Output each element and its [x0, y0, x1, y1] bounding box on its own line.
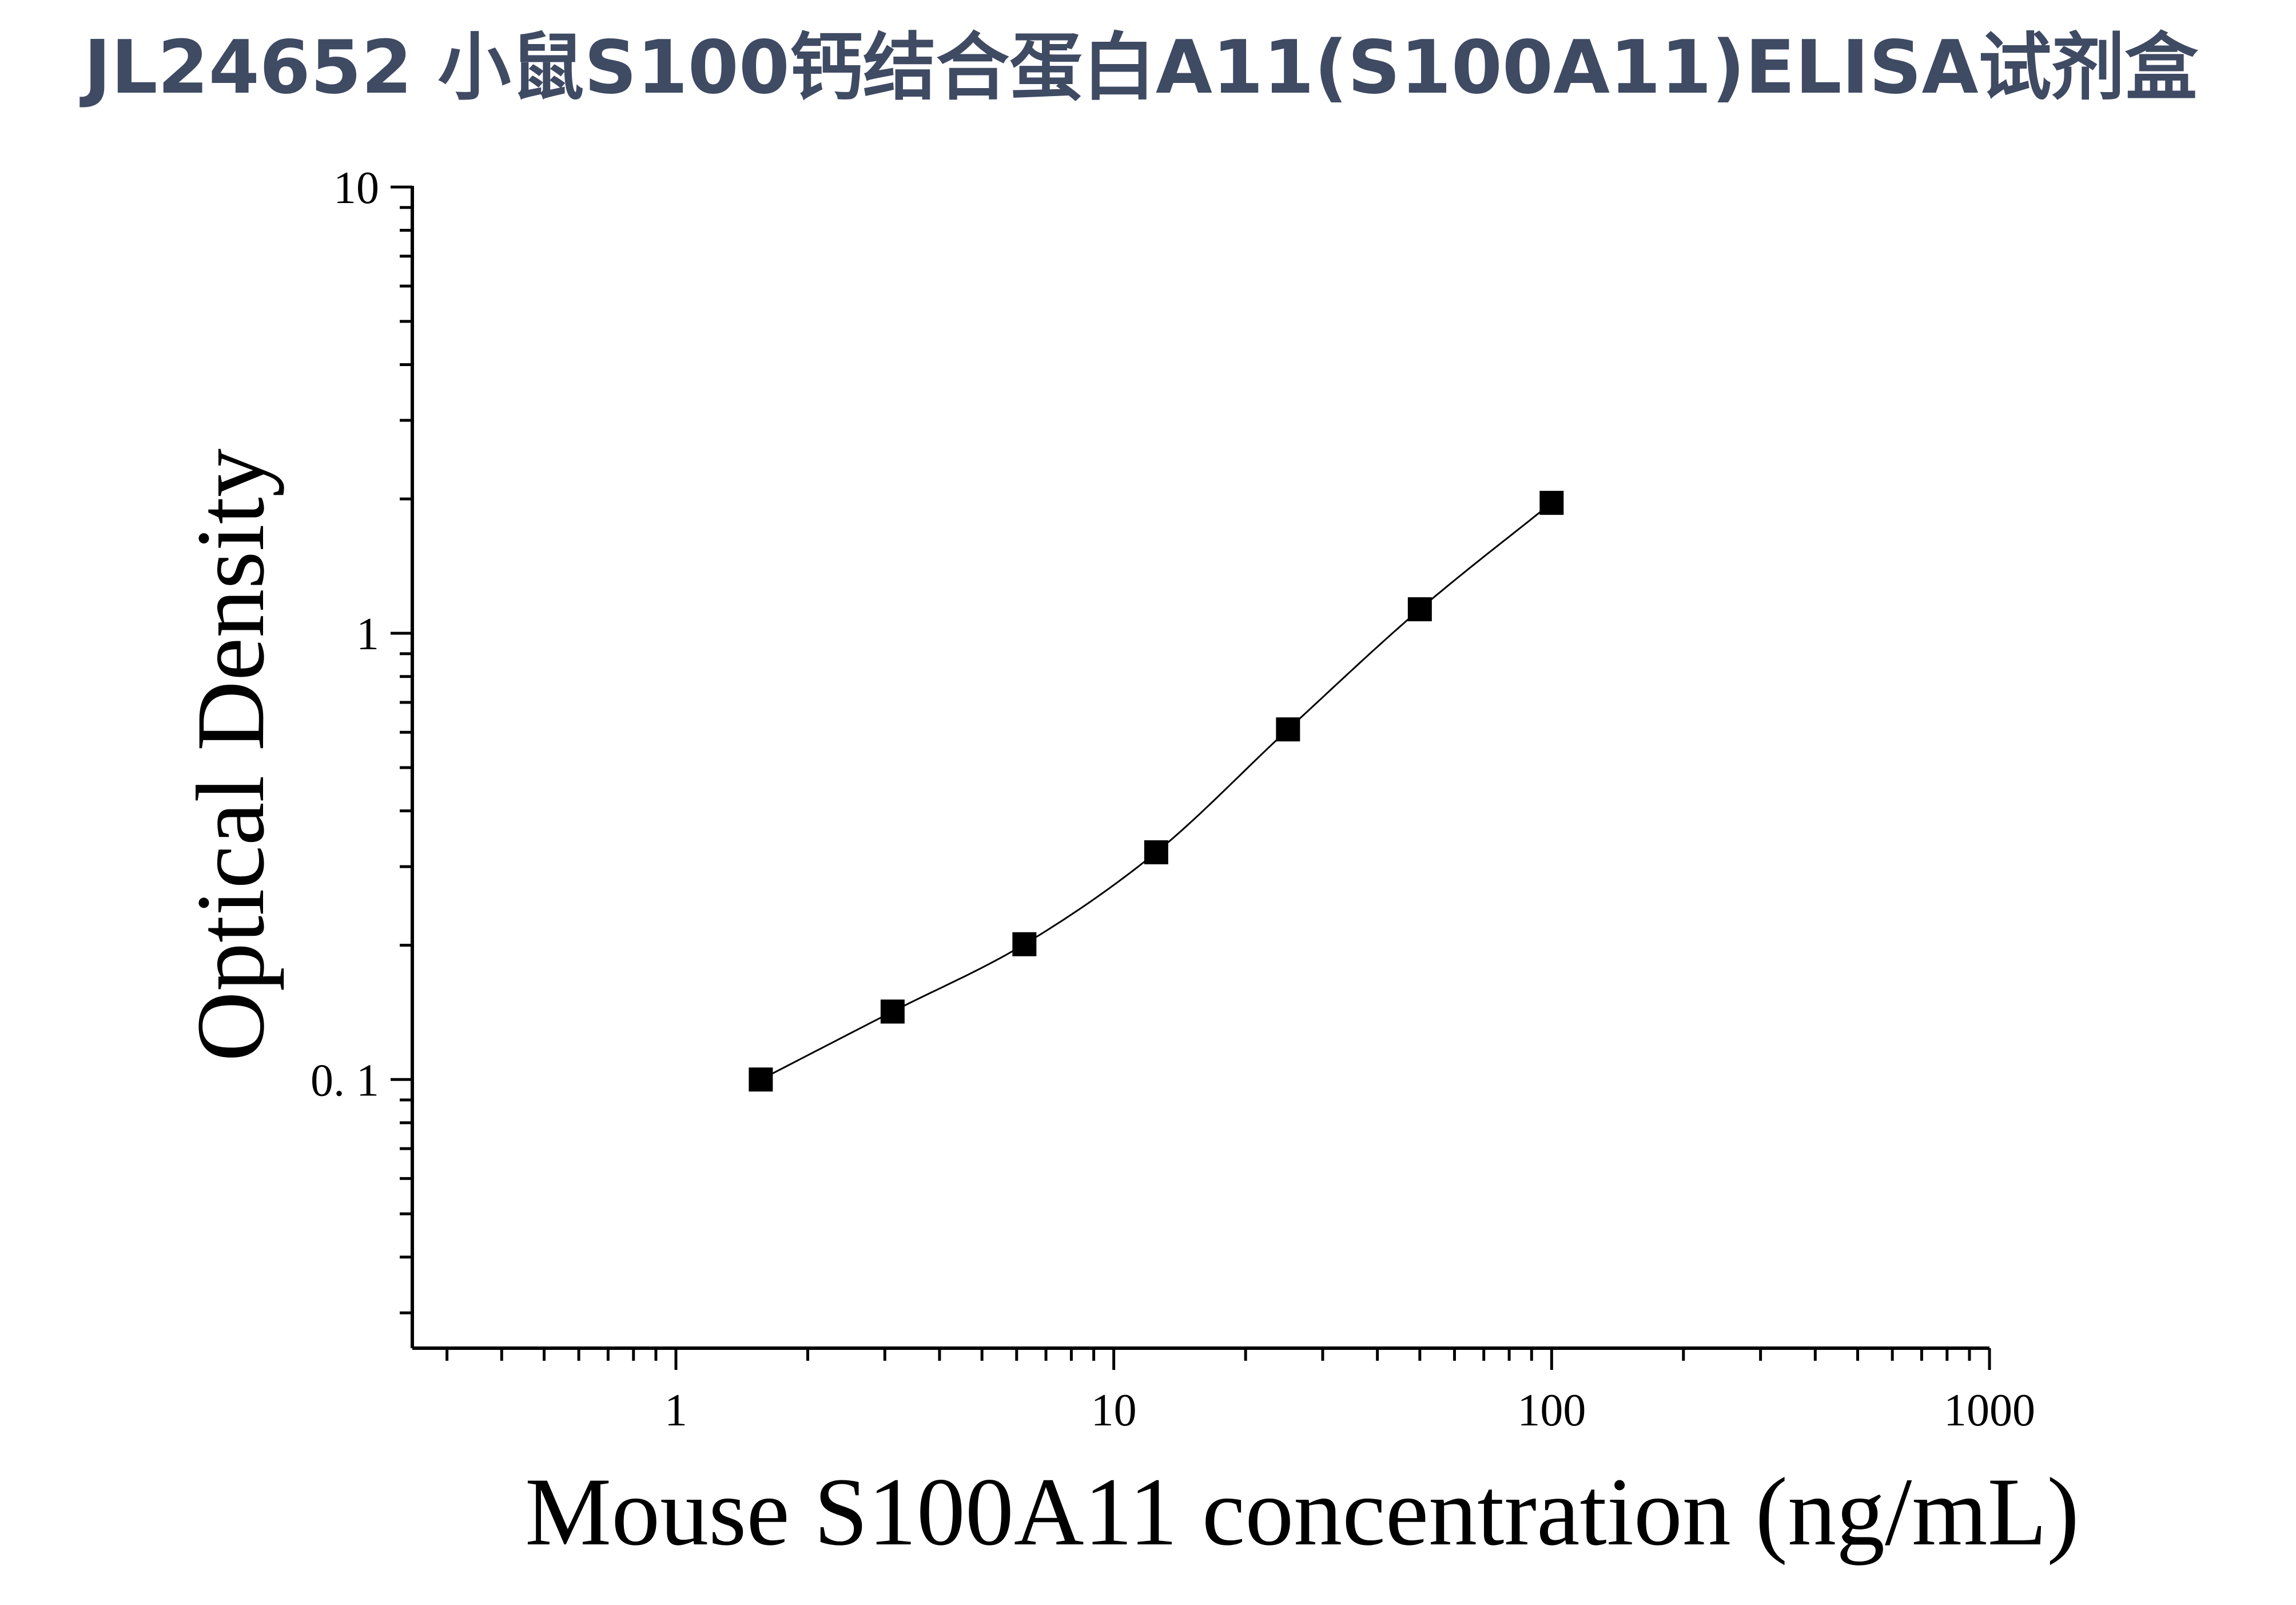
- tick-labels: 1 10 100 1000 0. 1 1 10: [311, 163, 2035, 1436]
- x-tick-label: 1: [664, 1385, 687, 1436]
- data-point: [749, 1067, 773, 1092]
- y-tick-label: 10: [333, 163, 379, 213]
- x-axis-label: Mouse S100A11 concentration (ng/mL): [525, 1458, 2079, 1566]
- data-point: [1144, 840, 1168, 865]
- y-tick-label: 0. 1: [311, 1055, 379, 1106]
- x-tick-label: 1000: [1944, 1385, 2035, 1436]
- fit-curve-group: [760, 502, 1553, 1080]
- x-tick-label: 10: [1091, 1385, 1137, 1436]
- data-point: [1539, 491, 1564, 515]
- fit-curve: [760, 502, 1553, 1080]
- data-point: [880, 999, 905, 1024]
- y-axis-label: Optical Density: [177, 448, 284, 1062]
- y-tick-label: 1: [356, 609, 379, 660]
- x-tick-label: 100: [1517, 1385, 1586, 1436]
- data-point: [1276, 717, 1300, 742]
- chart-title: JL24652 小鼠S100钙结合蛋白A11(S100A11)ELISA试剂盒: [79, 25, 2198, 110]
- data-point: [1012, 932, 1037, 956]
- data-point: [1407, 597, 1432, 622]
- data-points: [749, 491, 1564, 1092]
- axes: [391, 185, 1991, 1370]
